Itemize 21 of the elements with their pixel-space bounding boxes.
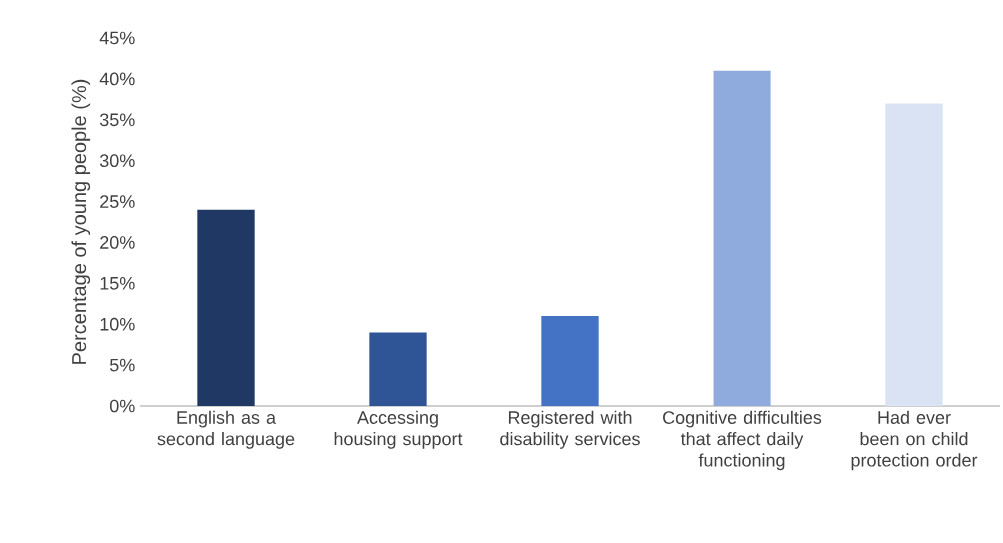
- y-tick-label: 45%: [99, 31, 135, 45]
- y-tick-label: 35%: [99, 113, 135, 127]
- bar: [369, 332, 427, 406]
- y-tick-label: 25%: [100, 195, 135, 208]
- x-tick-label: Cognitive difficulties that affect daily functioning: [663, 410, 822, 471]
- y-tick-label: 0%: [109, 399, 135, 413]
- bar: [713, 70, 771, 406]
- x-tick-label: Had ever been on child protection order: [851, 410, 978, 471]
- y-tick-label: 15%: [100, 277, 135, 290]
- bar: [197, 209, 255, 406]
- bar: [885, 103, 943, 406]
- y-tick-label: 40%: [99, 72, 135, 86]
- y-axis-title: Percentage of young people (%): [71, 79, 91, 364]
- x-tick-label: English as a second language: [157, 410, 295, 449]
- y-tick-label: 10%: [100, 317, 135, 331]
- x-tick-label: Registered with disability services: [500, 410, 640, 449]
- bar: [541, 316, 599, 406]
- y-tick-label: 20%: [100, 236, 135, 249]
- y-tick-label: 30%: [99, 154, 135, 168]
- x-tick-label: Accessing housing support: [334, 410, 463, 449]
- y-tick-label: 5%: [109, 358, 135, 372]
